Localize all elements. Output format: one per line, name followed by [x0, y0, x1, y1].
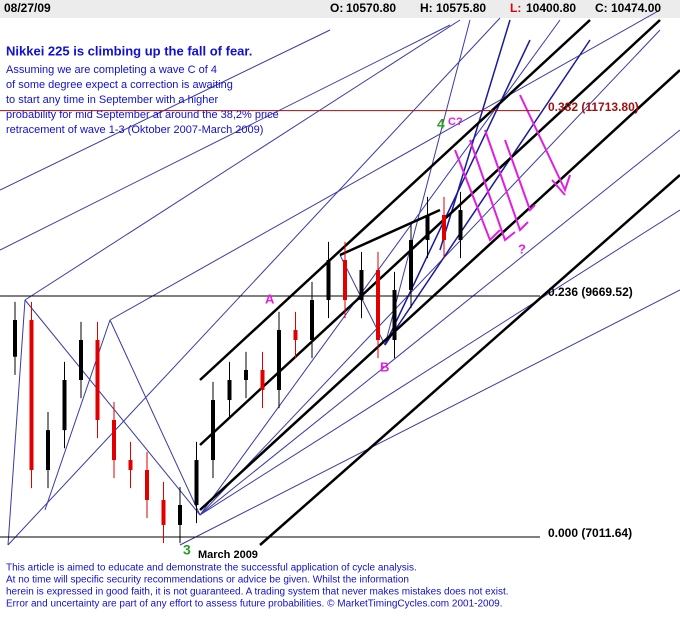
candle-body [260, 370, 265, 390]
candle-body [392, 289, 397, 341]
projection-arrows [454, 94, 571, 242]
candle-body [458, 210, 463, 241]
header-date: 08/27/09 [4, 1, 51, 15]
candle-body [310, 300, 314, 341]
subtitle-line: to start any time in September with a hi… [6, 94, 218, 106]
ohlc-label: H: [420, 1, 433, 15]
fan-lines [0, 9, 680, 546]
ohlc-value: 10570.80 [346, 1, 396, 15]
annotation: ? [518, 241, 526, 256]
candle-body [79, 340, 83, 381]
ohlc-label: C: [595, 1, 608, 15]
candle-body [442, 215, 446, 241]
candle-body [227, 380, 232, 401]
candle-body [194, 460, 199, 506]
ohlc-value: 10400.80 [526, 1, 576, 15]
candle-body [46, 430, 50, 471]
annotation: 3 [183, 542, 191, 558]
candle-body [211, 400, 215, 461]
annotation: C? [448, 116, 463, 128]
header-bar [0, 0, 680, 18]
ohlc-value: 10474.00 [611, 1, 661, 15]
candle-body [425, 215, 430, 241]
subtitle-line: of some degree expect a correction is aw… [6, 79, 233, 91]
candle-body [343, 259, 347, 301]
candle-body [326, 259, 331, 301]
candle-body [409, 240, 413, 290]
annotation: 4 [437, 116, 445, 132]
candle-body [128, 460, 133, 471]
chart-title: Nikkei 225 is climbing up the fall of fe… [6, 43, 252, 58]
candle-body [161, 500, 166, 525]
annotation: B [380, 359, 389, 374]
subtitle-line: retracement of wave 1-3 (Oktober 2007-Ma… [6, 124, 263, 136]
footer-line: Error and uncertainty are part of any ef… [6, 599, 503, 610]
footer-line: herein is expressed in good faith, it is… [6, 587, 509, 598]
candle-body [95, 340, 100, 420]
level-label: 0.000 (7011.64) [548, 526, 632, 540]
candle-body [359, 270, 364, 301]
annotation: March 2009 [198, 549, 258, 561]
footer-line: At no time will specific security recomm… [6, 575, 409, 586]
level-label: 0.382 (11713.80) [548, 100, 639, 114]
candle-body [376, 270, 380, 341]
candle-body [145, 470, 149, 501]
candle-body [62, 380, 67, 431]
ohlc-value: 10575.80 [436, 1, 486, 15]
candle-body [13, 319, 17, 357]
subtitle-line: probability for mid September at around … [6, 109, 279, 121]
subtitle-line: Assuming we are completing a wave C of 4 [6, 64, 217, 76]
candle-body [244, 370, 248, 381]
level-label: 0.236 (9669.52) [548, 285, 633, 299]
candle-body [112, 419, 116, 461]
footer-line: This article is aimed to educate and dem… [6, 563, 417, 574]
candle-body [293, 330, 298, 341]
candle-body [277, 330, 281, 390]
analysis-lines [0, 9, 680, 546]
ohlc-label: L: [510, 1, 521, 15]
annotation: A [265, 291, 275, 306]
candle-body [29, 319, 34, 471]
fork-lines [199, 19, 680, 546]
ohlc-label: O: [330, 1, 343, 15]
candle-body [178, 505, 182, 525]
